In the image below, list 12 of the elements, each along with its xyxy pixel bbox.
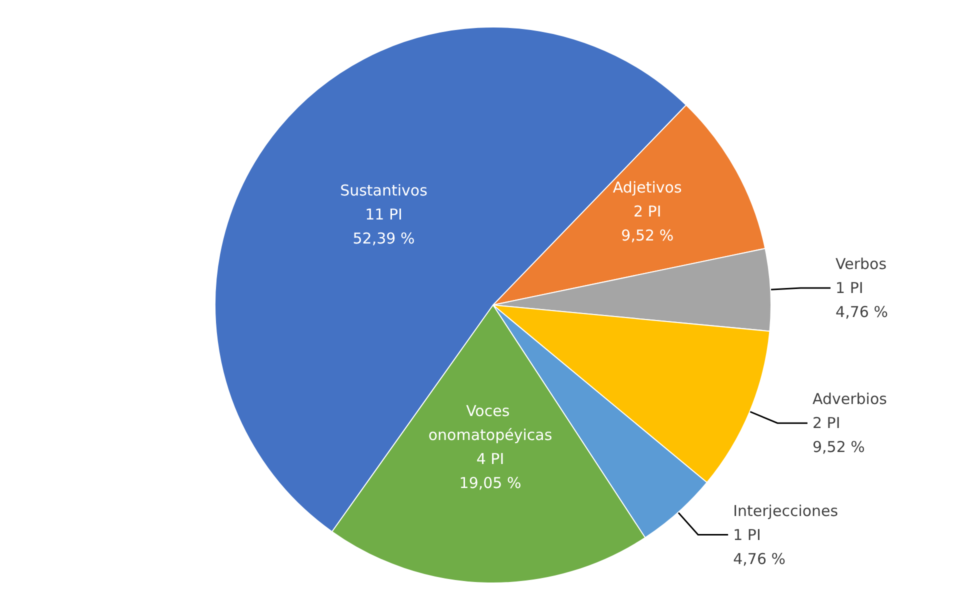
slice-label: Adverbios [812,390,888,408]
data-label: 1 PI 4,76 % [733,526,786,568]
data-label: 2 PI 9,52 % [621,202,674,244]
data-label: 1 PI 4,76 % [836,279,888,322]
data-label: 11 PI 52,39 % [352,205,415,248]
slice-label: Interjecciones [733,502,838,520]
slice-label: Sustantivos [340,181,428,200]
data-label: 4 PI 19,05 % [459,450,522,492]
slice-label: Adjetivos [612,178,682,196]
data-label: 2 PI 9,52 % [812,414,865,456]
slice-label: Voces onomatopéyicas [428,402,552,444]
slice-label: Verbos [836,255,887,274]
